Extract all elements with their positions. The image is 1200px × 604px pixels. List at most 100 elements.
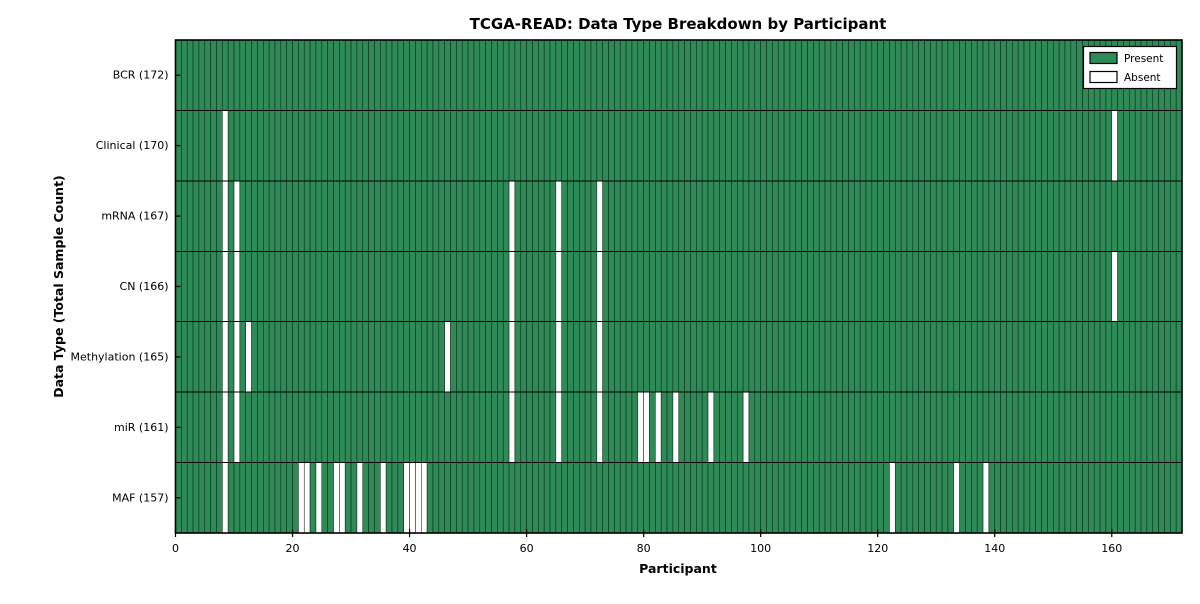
cell-mRNA-p106 xyxy=(795,180,802,252)
cell-miR-p32 xyxy=(362,391,369,463)
cell-Methylation-p94 xyxy=(725,321,732,393)
cell-miR-p14 xyxy=(257,391,264,463)
cell-miR-p70 xyxy=(584,391,592,463)
cell-mRNA-p112 xyxy=(830,180,838,252)
cell-CN-p43 xyxy=(426,251,434,322)
cell-MAF-p141 xyxy=(1000,462,1007,534)
cell-Methylation-p91 xyxy=(707,321,715,393)
cell-Clinical-p15 xyxy=(263,110,270,182)
cell-CN-p17 xyxy=(274,251,282,322)
cell-MAF-p98 xyxy=(748,462,756,534)
cell-miR-p159 xyxy=(1105,391,1113,463)
cell-mRNA-p170 xyxy=(1170,180,1177,252)
cell-CN-p122 xyxy=(889,251,896,322)
cell-BCR-p36 xyxy=(385,39,393,111)
cell-MAF-p168 xyxy=(1158,462,1165,534)
cell-Clinical-p101 xyxy=(766,110,773,182)
cell-CN-p50 xyxy=(467,251,475,322)
cell-Clinical-p4 xyxy=(198,110,206,182)
cell-miR-p84 xyxy=(666,391,674,463)
cell-mRNA-p162 xyxy=(1123,180,1130,252)
cell-Clinical-p56 xyxy=(502,110,510,182)
cell-Clinical-p156 xyxy=(1088,110,1095,182)
cell-Clinical-p102 xyxy=(772,110,779,182)
cell-miR-p158 xyxy=(1099,391,1107,463)
cell-MAF-p97 xyxy=(742,462,750,534)
cell-mRNA-p56 xyxy=(502,180,510,252)
cell-Clinical-p23 xyxy=(309,110,317,182)
cell-CN-p108 xyxy=(807,251,814,322)
cell-MAF-p40 xyxy=(409,462,416,534)
cell-miR-p95 xyxy=(731,391,738,463)
x-tick-40: 40 xyxy=(403,542,417,555)
cell-CN-p6 xyxy=(210,251,217,322)
cell-Clinical-p130 xyxy=(935,110,943,182)
cell-mRNA-p88 xyxy=(690,180,697,252)
cell-MAF-p43 xyxy=(426,462,434,534)
cell-mRNA-p123 xyxy=(894,180,902,252)
cell-BCR-p106 xyxy=(795,39,802,111)
cell-Methylation-p147 xyxy=(1035,321,1042,393)
cell-Clinical-p127 xyxy=(918,110,925,182)
cell-BCR-p129 xyxy=(930,39,937,111)
cell-miR-p148 xyxy=(1041,391,1048,463)
cell-MAF-p30 xyxy=(350,462,358,534)
cell-Clinical-p90 xyxy=(701,110,709,182)
cell-mRNA-p5 xyxy=(204,180,211,252)
cell-BCR-p43 xyxy=(426,39,434,111)
cell-CN-p150 xyxy=(1052,251,1060,322)
cell-Methylation-p55 xyxy=(497,321,504,393)
cell-Methylation-p87 xyxy=(684,321,691,393)
cell-Methylation-p89 xyxy=(696,321,703,393)
cell-Methylation-p13 xyxy=(251,321,258,393)
cell-miR-p20 xyxy=(292,391,299,463)
cell-mRNA-p17 xyxy=(274,180,282,252)
cell-MAF-p122 xyxy=(889,462,896,534)
cell-mRNA-p121 xyxy=(883,180,890,252)
cell-Methylation-p20 xyxy=(292,321,299,393)
cell-Clinical-p123 xyxy=(894,110,902,182)
cell-miR-p90 xyxy=(701,391,709,463)
cell-Clinical-p52 xyxy=(479,110,486,182)
cell-Methylation-p120 xyxy=(877,321,884,393)
cell-BCR-p20 xyxy=(292,39,299,111)
cell-mRNA-p79 xyxy=(637,180,644,252)
cell-CN-p163 xyxy=(1129,251,1136,322)
cell-Clinical-p93 xyxy=(719,110,726,182)
cell-MAF-p63 xyxy=(543,462,551,534)
cell-MAF-p105 xyxy=(789,462,797,534)
row-miR xyxy=(175,391,1183,463)
cell-miR-p69 xyxy=(578,391,586,463)
cell-miR-p88 xyxy=(690,391,697,463)
cell-Clinical-p149 xyxy=(1047,110,1054,182)
cell-Clinical-p99 xyxy=(754,110,761,182)
cell-mRNA-p63 xyxy=(543,180,551,252)
cell-Clinical-p124 xyxy=(900,110,908,182)
cell-CN-p36 xyxy=(385,251,393,322)
cell-mRNA-p68 xyxy=(573,180,580,252)
cell-mRNA-p42 xyxy=(420,180,428,252)
cell-mRNA-p50 xyxy=(467,180,475,252)
cell-Clinical-p121 xyxy=(883,110,890,182)
cell-CN-p132 xyxy=(947,251,955,322)
cell-Methylation-p111 xyxy=(824,321,832,393)
cell-miR-p16 xyxy=(268,391,276,463)
cell-BCR-p42 xyxy=(420,39,428,111)
cell-CN-p151 xyxy=(1058,251,1066,322)
cell-Methylation-p61 xyxy=(532,321,539,393)
cell-Clinical-p31 xyxy=(356,110,364,182)
cell-BCR-p149 xyxy=(1047,39,1054,111)
cell-Clinical-p108 xyxy=(807,110,814,182)
x-tick-0: 0 xyxy=(172,542,179,555)
cell-Methylation-p118 xyxy=(865,321,873,393)
cell-miR-p2 xyxy=(186,391,194,463)
cell-MAF-p74 xyxy=(608,462,615,534)
cell-miR-p109 xyxy=(813,391,820,463)
cell-BCR-p29 xyxy=(344,39,352,111)
cell-Clinical-p117 xyxy=(859,110,867,182)
cell-MAF-p68 xyxy=(573,462,580,534)
cell-mRNA-p89 xyxy=(696,180,703,252)
cell-miR-p23 xyxy=(309,391,317,463)
cell-MAF-p45 xyxy=(438,462,445,534)
cell-mRNA-p169 xyxy=(1164,180,1171,252)
